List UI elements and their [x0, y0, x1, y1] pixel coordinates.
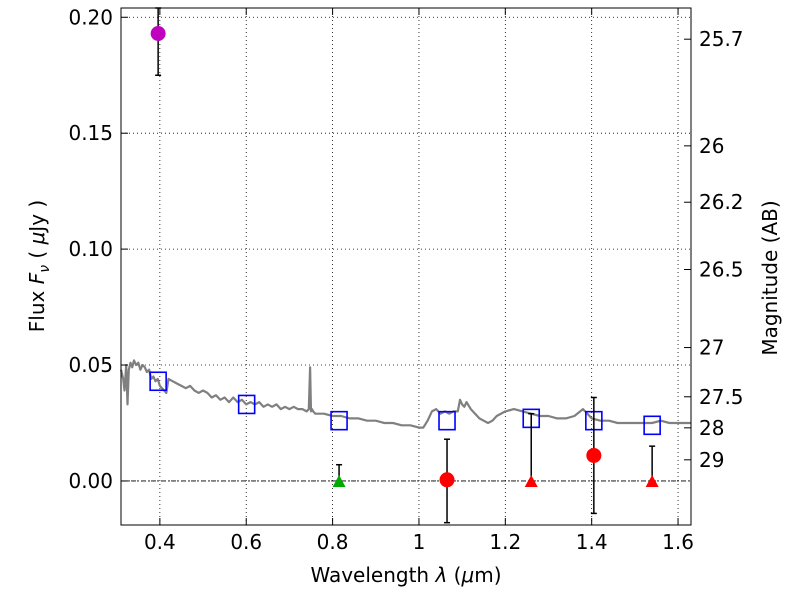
upper-limit-triangle	[524, 474, 538, 487]
model-square-point	[149, 371, 167, 392]
model-square-point	[237, 394, 256, 415]
x-tick-label: 1.4	[576, 530, 608, 554]
y2-tick-label: 29	[699, 448, 724, 472]
x-tick-label: 1.2	[489, 530, 521, 554]
y-tick-label: 0.10	[68, 237, 113, 261]
upper-limit-triangle	[332, 474, 346, 487]
model-square-point	[438, 410, 456, 431]
model-square-point	[643, 415, 661, 436]
y2-tick-label: 27.5	[699, 385, 744, 409]
x-axis-label: Wavelength λ (μm)	[310, 563, 501, 587]
plot-frame	[120, 7, 692, 526]
y-tick-label: 0.20	[68, 5, 113, 29]
x-tick-label: 0.8	[317, 530, 349, 554]
spectrum-line	[119, 359, 691, 429]
grid-layer	[121, 8, 691, 525]
data-layer	[119, 7, 691, 524]
y2-tick-label: 26.2	[699, 190, 744, 214]
y2-tick-label: 25.7	[699, 27, 744, 51]
y2-tick-label: 28	[699, 416, 724, 440]
tick-layer: 0.4 0.6 0.8 1 1.2 1.4 1.6 0.00 0.05 0.10 0.15 0.20 2…	[68, 5, 743, 554]
x-tick-label: 1	[413, 530, 426, 554]
upper-limit-triangle	[645, 474, 659, 487]
y2-tick-label: 27	[699, 336, 724, 360]
data-point-circle	[439, 472, 455, 488]
model-square-point	[330, 410, 348, 431]
data-point-circle	[150, 26, 166, 42]
data-point-circle	[586, 447, 602, 463]
x-tick-label: 0.4	[144, 530, 176, 554]
y2-tick-label: 26	[699, 134, 724, 158]
x-tick-label: 1.6	[662, 530, 694, 554]
y-tick-label: 0.05	[68, 353, 113, 377]
y-tick-label: 0.15	[68, 121, 113, 145]
x-tick-label: 0.6	[230, 530, 262, 554]
y-tick-label: 0.00	[68, 469, 113, 493]
y-axis-label: Flux Fν ( μJy )	[25, 200, 53, 332]
y2-tick-label: 26.5	[699, 258, 744, 282]
y2-axis-label: Magnitude (AB)	[758, 200, 782, 355]
